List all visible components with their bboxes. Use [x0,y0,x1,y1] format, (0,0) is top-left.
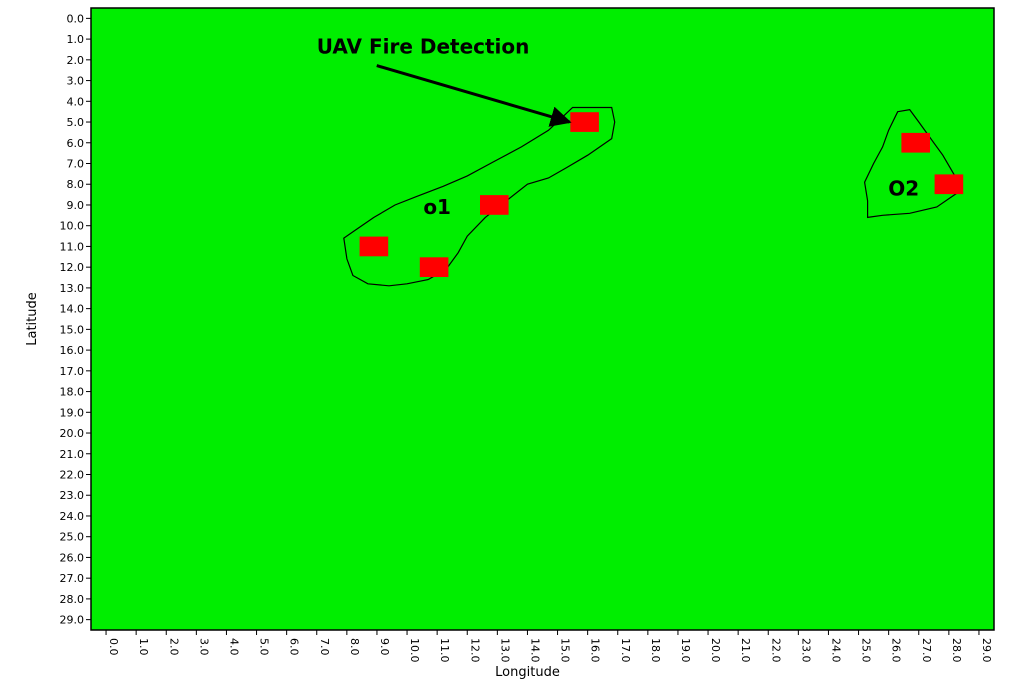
y-tick-label: 26.0 [60,551,85,564]
annotation-group: UAV Fire Detection [317,35,572,127]
x-tick-label: 10.0 [408,638,421,663]
x-tick-label: 11.0 [438,638,451,663]
y-tick-label: 24.0 [60,510,85,523]
x-tick-label: 15.0 [559,638,572,663]
x-tick-label: 26.0 [890,638,903,663]
y-tick-label: 11.0 [60,240,85,253]
y-tick-label: 27.0 [60,572,85,585]
x-tick-label: 14.0 [528,638,541,663]
y-tick-label: 17.0 [60,365,85,378]
y-tick-label: 28.0 [60,593,85,606]
x-axis: 0.0 1.0 2.0 3.0 4.0 5.0 6.0 7.0 8.0 9.0 10.0 11.0 12… [105,630,993,663]
x-tick-label: 6.0 [288,638,301,656]
cluster-labels: o1 O2 [423,176,919,219]
y-tick-label: 3.0 [67,75,85,88]
hotspot-marker [570,112,599,132]
annotation-arrow [376,64,572,127]
hotspot-marker [901,132,930,153]
x-tick-label: 1.0 [137,638,150,656]
y-tick-label: 29.0 [60,614,85,627]
y-tick-label: 19.0 [60,406,85,419]
y-tick-label: 22.0 [60,469,85,482]
y-tick-label: 14.0 [60,303,85,316]
x-tick-label: 17.0 [619,638,632,663]
y-tick-label: 25.0 [60,531,85,544]
x-tick-label: 16.0 [589,638,602,663]
x-tick-label: 21.0 [739,638,752,663]
x-axis-title: Longitude [495,665,560,680]
x-tick-label: 7.0 [318,638,331,656]
y-tick-label: 5.0 [67,116,85,129]
x-tick-label: 13.0 [498,638,511,663]
y-tick-label: 10.0 [60,220,85,233]
x-tick-label: 22.0 [769,638,782,663]
y-axis-title: Latitude [25,292,40,346]
y-tick-label: 9.0 [67,199,85,212]
y-tick-label: 16.0 [60,344,85,357]
plot-frame [90,7,995,631]
x-tick-label: 24.0 [829,638,842,663]
y-tick-label: 21.0 [60,448,85,461]
x-tick-label: 2.0 [167,638,180,656]
x-tick-label: 8.0 [348,638,361,656]
y-tick-label: 4.0 [67,95,85,108]
y-tick-label: 6.0 [67,137,85,150]
y-tick-label: 20.0 [60,427,85,440]
cluster-label-2: O2 [888,176,919,200]
y-tick-label: 18.0 [60,386,85,399]
y-tick-label: 12.0 [60,261,85,274]
y-tick-label: 23.0 [60,489,85,502]
y-tick-label: 1.0 [67,33,85,46]
x-tick-label: 4.0 [227,638,240,656]
x-tick-label: 20.0 [709,638,722,663]
hotspot-marker [480,195,509,215]
y-tick-label: 8.0 [67,178,85,191]
hotspot-markers [359,112,964,277]
x-tick-label: 19.0 [679,638,692,663]
y-tick-label: 7.0 [67,158,85,171]
cluster-label-1: o1 [423,195,451,219]
annotation-text: UAV Fire Detection [317,35,530,59]
x-tick-label: 0.0 [107,638,120,656]
y-tick-label: 0.0 [67,12,85,25]
x-tick-label: 18.0 [649,638,662,663]
x-tick-label: 28.0 [950,638,963,663]
y-tick-label: 13.0 [60,282,85,295]
y-axis: 0.0 1.0 2.0 3.0 4.0 5.0 6.0 7.0 8.0 9.0 10.0 11.0 12… [60,12,91,627]
x-tick-label: 27.0 [920,638,933,663]
hotspot-marker [359,236,389,257]
cluster-outline-1 [343,106,616,287]
x-tick-label: 9.0 [378,638,391,656]
x-tick-label: 3.0 [197,638,210,656]
x-tick-label: 25.0 [860,638,873,663]
x-tick-label: 23.0 [799,638,812,663]
x-tick-label: 12.0 [468,638,481,663]
y-tick-label: 15.0 [60,323,85,336]
x-tick-label: 5.0 [258,638,271,656]
plot-area [91,8,994,630]
y-tick-label: 2.0 [67,54,85,67]
hotspot-marker [934,174,964,195]
x-tick-label: 29.0 [980,638,993,663]
hotspot-marker [419,257,449,277]
